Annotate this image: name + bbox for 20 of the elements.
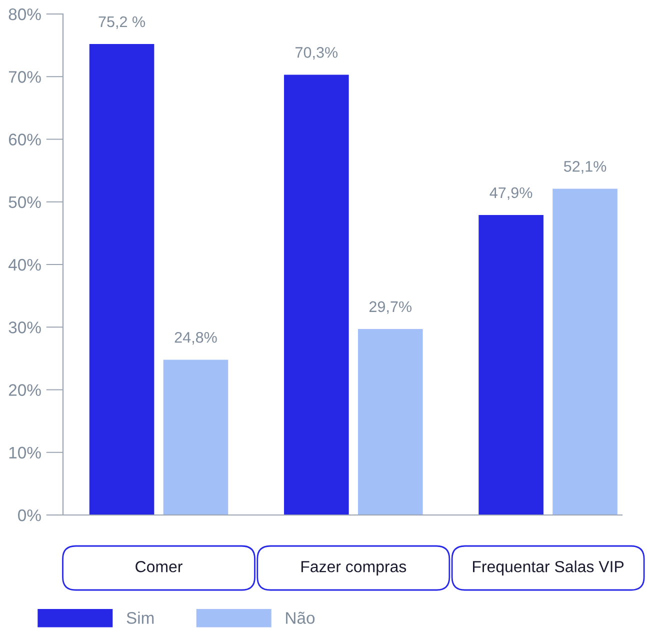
data-label: 47,9% [490,187,532,200]
y-tick-label: 30% [8,322,41,334]
y-tick-label: 60% [8,134,41,146]
data-label: 75,2 % [98,16,146,29]
data-label: 70,3% [296,47,338,60]
x-tick-label: Frequentar Salas VIP [473,560,624,576]
y-tick-label: 70% [8,71,41,83]
y-tick-label: 0% [18,509,41,522]
data-label: 24,8% [174,332,217,345]
data-label: 29,7% [369,301,412,314]
x-tick-label: Comer [136,560,182,572]
data-label: 52,1% [564,160,606,174]
y-tick-label: 50% [8,196,41,208]
legend-label: Sim [126,612,154,624]
y-tick-label: 10% [9,446,41,459]
y-tick-label: 40% [8,258,41,271]
legend-label: Não [286,612,315,624]
y-tick-label: 80% [8,8,41,20]
x-tick-label: Fazer compras [301,561,406,576]
y-tick-label: 20% [8,384,41,396]
